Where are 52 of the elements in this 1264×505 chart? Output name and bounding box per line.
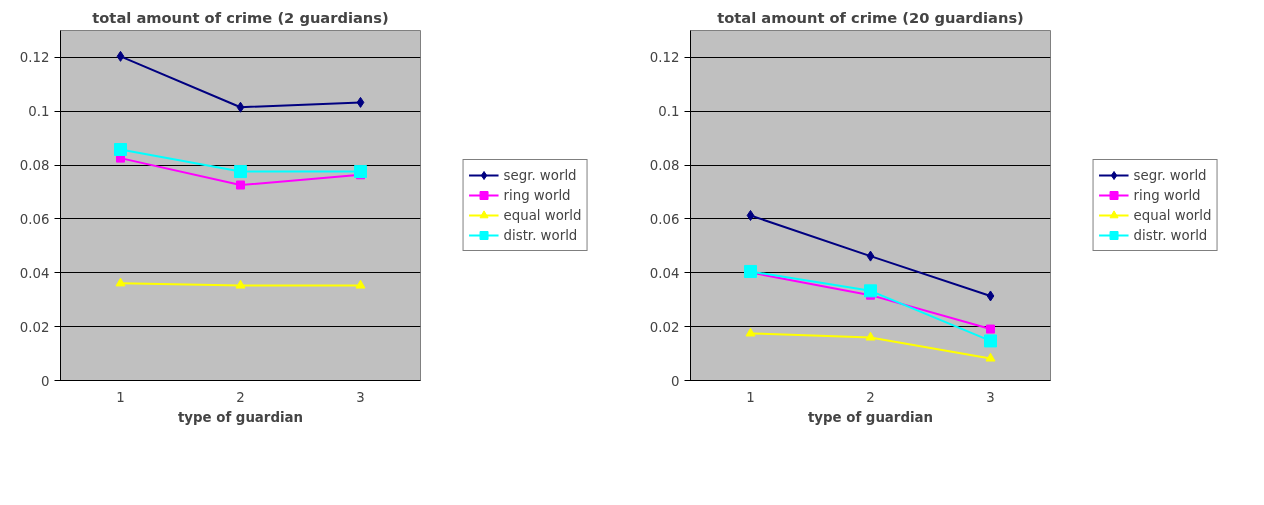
y-tick-label: 0 — [41, 373, 50, 389]
point — [746, 209, 755, 221]
point — [744, 264, 757, 278]
y-tick-label: 0.1 — [658, 104, 680, 120]
y-tick-label: 0.02 — [19, 319, 50, 335]
point — [985, 352, 996, 362]
y-tick-label: 0.04 — [19, 265, 50, 281]
x-axis-title: type of guardian — [807, 409, 934, 425]
legend-label: distr. world — [503, 227, 578, 243]
y-tick-label: 0.06 — [19, 211, 50, 227]
point — [115, 277, 126, 287]
point — [235, 279, 246, 289]
x-tick-label: 1 — [116, 389, 125, 405]
x-axis-title: type of guardian — [177, 409, 304, 425]
point — [865, 331, 876, 341]
chart-title: total amount of crime (20 guardians) — [717, 8, 1024, 26]
y-tick-label: 0.02 — [649, 319, 680, 335]
legend-label: equal world — [1133, 207, 1212, 223]
point — [114, 143, 127, 156]
legend-label: segr. world — [1133, 167, 1207, 183]
point — [745, 327, 756, 337]
point — [116, 50, 125, 62]
y-tick-label: 0.12 — [19, 50, 50, 66]
x-tick-label: 2 — [866, 389, 875, 405]
y-tick-label: 0.12 — [649, 50, 680, 66]
point — [234, 165, 247, 179]
x-tick-label: 3 — [356, 389, 365, 405]
x-tick-label: 2 — [236, 389, 245, 405]
y-tick-label: 0.04 — [649, 265, 680, 281]
point — [984, 334, 997, 348]
y-tick-label: 0.08 — [19, 158, 50, 174]
point — [866, 250, 875, 262]
point — [354, 165, 367, 179]
legend-label: segr. world — [503, 167, 577, 183]
y-tick-label: 0.06 — [649, 211, 680, 227]
x-tick-label: 1 — [746, 389, 755, 405]
point — [986, 324, 995, 334]
point — [864, 284, 877, 298]
y-tick-label: 0.1 — [28, 104, 50, 120]
y-tick-label: 0 — [671, 373, 680, 389]
x-tick-label: 3 — [986, 389, 995, 405]
point — [356, 96, 365, 108]
legend-label: distr. world — [1133, 227, 1208, 243]
point — [986, 290, 995, 302]
legend-label: equal world — [503, 207, 582, 223]
chart-title: total amount of crime (2 guardians) — [92, 8, 389, 26]
point — [236, 180, 245, 190]
legend-label: ring world — [1133, 187, 1201, 203]
y-tick-label: 0.08 — [649, 158, 680, 174]
point — [236, 101, 245, 113]
legend-label: ring world — [503, 187, 571, 203]
point — [355, 279, 366, 289]
